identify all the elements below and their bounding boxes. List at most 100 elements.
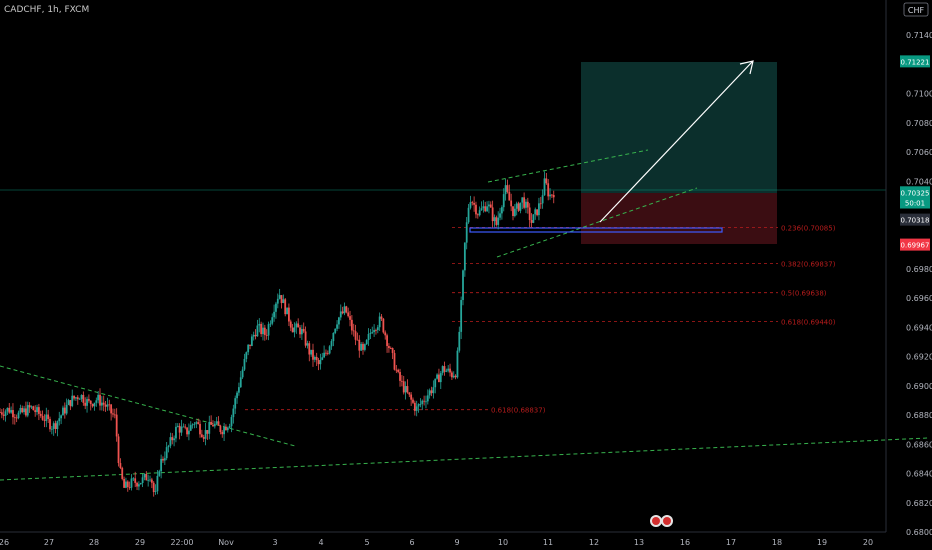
candle-body: [408, 392, 411, 395]
candle-body: [182, 426, 185, 428]
candle-body: [156, 475, 159, 492]
candle-body: [249, 344, 251, 346]
channel-upper-line[interactable]: [487, 149, 649, 183]
candle-body: [545, 178, 548, 184]
candle-body: [200, 434, 203, 438]
price-badge-label: 0.70318: [901, 217, 930, 225]
support-zone-box[interactable]: [469, 227, 723, 233]
candle-body: [350, 319, 353, 331]
candle-body: [415, 406, 418, 411]
candle-body: [323, 352, 326, 358]
candle-body: [236, 392, 238, 399]
currency-badge[interactable]: [903, 2, 929, 17]
candle-body: [230, 417, 233, 427]
candle-body: [86, 399, 88, 406]
candle-body: [397, 369, 400, 372]
candle-body: [454, 375, 457, 378]
candle-body: [173, 438, 175, 441]
candle-body: [47, 414, 50, 419]
price-badge-label: 0.71221: [901, 58, 930, 66]
candle-body: [480, 208, 483, 211]
candle-body: [34, 410, 37, 413]
candle-body: [252, 334, 255, 337]
candle-body: [41, 415, 44, 420]
candle-body: [17, 412, 20, 419]
candle-body: [52, 423, 55, 429]
time-tick-label: 28: [89, 538, 99, 547]
candle-body: [495, 217, 498, 225]
candle-body: [217, 421, 220, 426]
candle-body: [0, 412, 3, 415]
time-tick-label: 29: [135, 538, 145, 547]
time-tick-label: 13: [634, 538, 644, 547]
candle-body: [45, 414, 48, 421]
time-tick-label: Nov: [218, 538, 234, 547]
candle-body: [338, 317, 340, 325]
candle-body: [399, 371, 401, 381]
candle-body: [502, 194, 505, 208]
time-tick-label: 4: [318, 538, 323, 547]
candle-body: [332, 332, 335, 342]
economic-event-flags[interactable]: [650, 515, 673, 527]
candle-body: [60, 415, 63, 419]
candle-body: [75, 397, 77, 399]
candle-body: [363, 344, 366, 350]
candle-body: [439, 373, 442, 383]
candle-body: [465, 222, 468, 243]
candle-body: [315, 356, 318, 361]
candle-body: [489, 204, 492, 208]
candle-body: [443, 366, 446, 372]
arrow-head-icon: [739, 60, 754, 75]
candle-body: [12, 410, 14, 418]
candle-body: [278, 295, 281, 299]
candle-body: [19, 407, 22, 413]
channel-lower-line[interactable]: [496, 187, 698, 258]
candle-body: [273, 311, 275, 318]
candle-body: [528, 207, 531, 221]
candle-body: [330, 341, 333, 347]
candle-body: [321, 357, 324, 360]
fibonacci-levels[interactable]: 0.236(0.70085) 0.382(0.69837) 0.5(0.69638)…: [245, 224, 836, 415]
projection-arrow[interactable]: [599, 61, 753, 223]
candle-body: [132, 478, 135, 480]
candle-body: [328, 346, 331, 354]
price-badge: [900, 55, 930, 68]
candle-body: [469, 202, 472, 208]
time-axis[interactable]: 26 27 28 29 22:00 Nov 3 4 5 6 9 10 11 12 13 16 17 18 19 20: [0, 538, 873, 547]
candle-body: [499, 213, 501, 218]
profit-zone[interactable]: [581, 62, 777, 193]
down-trendline[interactable]: [0, 365, 296, 447]
candle-body: [500, 207, 503, 214]
candle-body: [4, 411, 7, 416]
candle-body: [293, 327, 296, 333]
fib-level-label: 0.5(0.69638): [781, 290, 827, 298]
candle-body: [26, 405, 29, 416]
candle-body: [345, 306, 348, 313]
candle-body: [78, 398, 81, 400]
long-support-trendline[interactable]: [0, 437, 929, 481]
candle-body: [525, 201, 527, 208]
loss-zone[interactable]: [581, 193, 777, 244]
candle-body: [510, 200, 513, 207]
candle-body: [165, 447, 168, 459]
time-tick-label: 20: [863, 538, 873, 547]
candle-body: [126, 481, 129, 487]
candle-body: [317, 360, 320, 365]
candle-body: [225, 426, 227, 431]
candle-body: [28, 405, 31, 408]
candle-body: [119, 463, 122, 468]
candle-body: [158, 471, 161, 476]
candle-body: [145, 473, 148, 481]
candle-body: [95, 400, 98, 403]
candle-body: [530, 220, 533, 223]
candle-body: [245, 352, 248, 359]
